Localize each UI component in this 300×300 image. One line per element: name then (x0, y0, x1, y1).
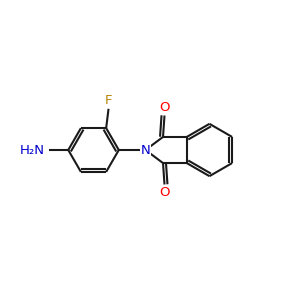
Text: O: O (159, 186, 170, 199)
Text: F: F (105, 94, 112, 107)
Text: O: O (159, 101, 170, 114)
Text: N: N (141, 143, 150, 157)
Text: H₂N: H₂N (20, 143, 45, 157)
